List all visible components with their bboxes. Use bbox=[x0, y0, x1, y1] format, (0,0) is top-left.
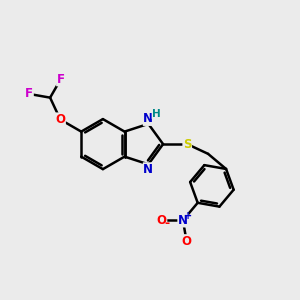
Text: N: N bbox=[143, 112, 153, 125]
Text: O: O bbox=[157, 214, 167, 227]
Text: N: N bbox=[143, 163, 153, 176]
Text: F: F bbox=[25, 88, 33, 100]
Text: N: N bbox=[178, 214, 188, 227]
Text: O: O bbox=[182, 235, 192, 248]
Text: O: O bbox=[55, 113, 65, 126]
Text: F: F bbox=[57, 73, 65, 86]
Text: -: - bbox=[164, 218, 169, 230]
Text: S: S bbox=[183, 138, 191, 151]
Text: +: + bbox=[184, 211, 192, 221]
Text: H: H bbox=[152, 109, 161, 118]
